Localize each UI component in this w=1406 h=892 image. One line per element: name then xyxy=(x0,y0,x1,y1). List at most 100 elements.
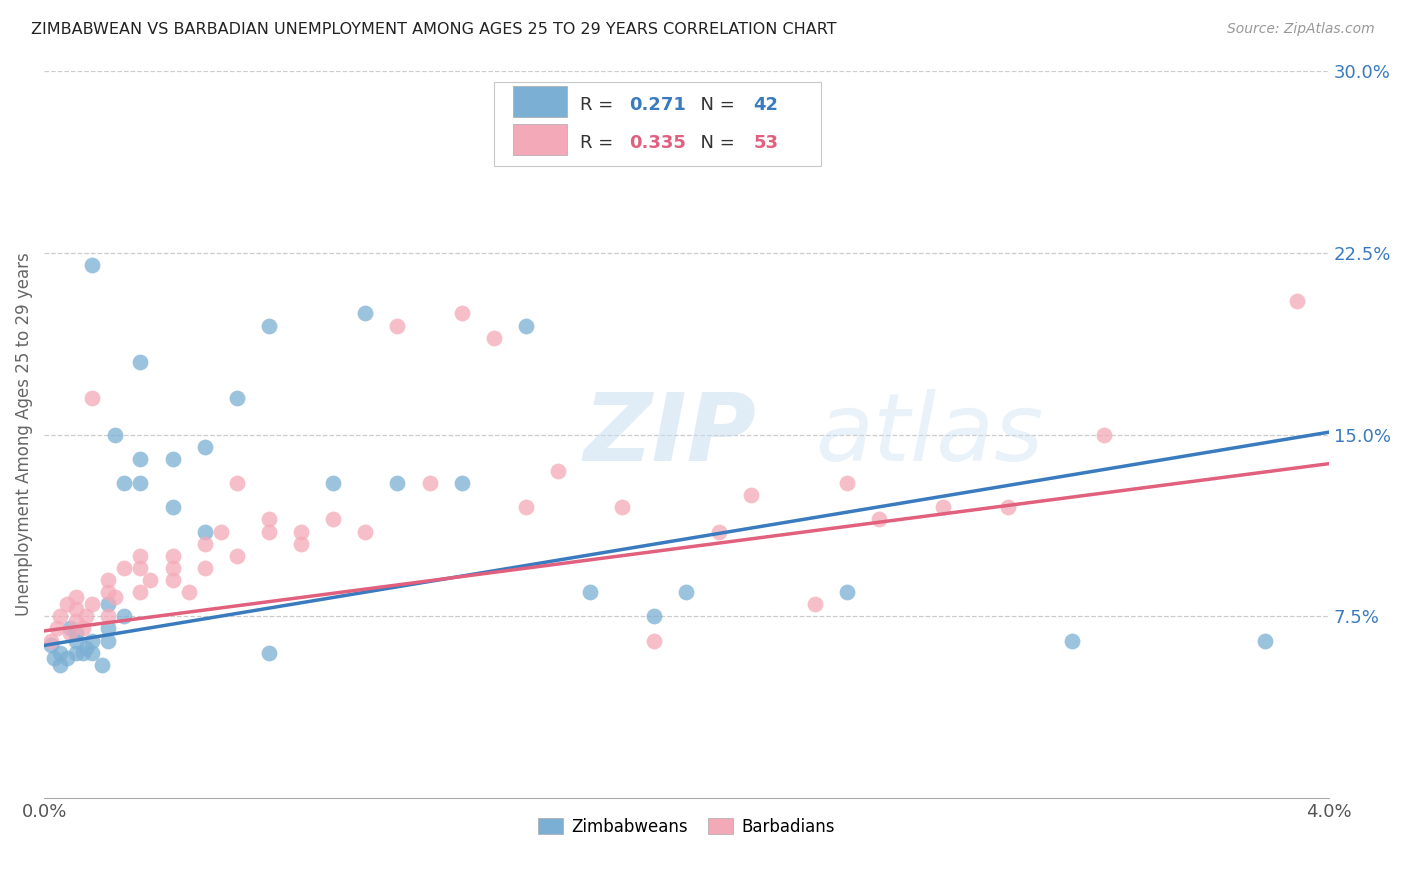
Point xyxy=(97,573,120,587)
Point xyxy=(129,476,152,491)
Text: N =: N = xyxy=(689,95,741,113)
Point xyxy=(804,597,827,611)
Point xyxy=(65,590,87,604)
Point xyxy=(868,512,890,526)
Point xyxy=(97,609,120,624)
Point xyxy=(579,585,602,599)
Text: ZIP: ZIP xyxy=(583,389,756,481)
Legend: Zimbabweans, Barbadians: Zimbabweans, Barbadians xyxy=(530,810,844,845)
Point xyxy=(112,609,135,624)
Point xyxy=(49,646,72,660)
Point xyxy=(59,626,82,640)
Point xyxy=(194,561,217,575)
Text: 0.335: 0.335 xyxy=(628,134,686,152)
FancyBboxPatch shape xyxy=(494,82,821,166)
Point xyxy=(354,306,377,320)
Text: Source: ZipAtlas.com: Source: ZipAtlas.com xyxy=(1227,22,1375,37)
Point xyxy=(104,590,127,604)
Point xyxy=(90,657,112,672)
Point xyxy=(354,524,377,539)
Point xyxy=(75,640,97,655)
Point xyxy=(932,500,955,515)
Point xyxy=(72,622,94,636)
Point xyxy=(59,622,82,636)
Point xyxy=(177,585,200,599)
Point xyxy=(112,561,135,575)
Point xyxy=(322,476,344,491)
Point xyxy=(1092,427,1115,442)
Point xyxy=(257,512,280,526)
Text: 42: 42 xyxy=(754,95,779,113)
Point xyxy=(835,585,858,599)
Point xyxy=(97,633,120,648)
Point xyxy=(612,500,634,515)
Point xyxy=(82,258,104,272)
Point xyxy=(112,476,135,491)
Point xyxy=(482,331,505,345)
Point xyxy=(72,646,94,660)
Point xyxy=(55,650,77,665)
Point xyxy=(515,500,537,515)
Point xyxy=(129,585,152,599)
Point xyxy=(740,488,762,502)
FancyBboxPatch shape xyxy=(513,86,567,117)
Point xyxy=(39,633,62,648)
Point xyxy=(290,524,312,539)
Point xyxy=(39,639,62,653)
Point xyxy=(162,573,184,587)
Point xyxy=(129,355,152,369)
Point xyxy=(997,500,1019,515)
Point xyxy=(104,427,127,442)
Point xyxy=(82,597,104,611)
Point xyxy=(65,646,87,660)
Point xyxy=(46,622,69,636)
Point xyxy=(75,609,97,624)
Point xyxy=(194,440,217,454)
FancyBboxPatch shape xyxy=(513,124,567,154)
Point xyxy=(65,614,87,628)
Text: N =: N = xyxy=(689,134,741,152)
Point xyxy=(1060,633,1083,648)
Point xyxy=(257,646,280,660)
Point xyxy=(257,318,280,333)
Point xyxy=(129,561,152,575)
Point xyxy=(643,609,665,624)
Point xyxy=(65,602,87,616)
Point xyxy=(42,650,65,665)
Point xyxy=(49,657,72,672)
Point xyxy=(225,549,247,563)
Point xyxy=(322,512,344,526)
Point xyxy=(162,500,184,515)
Point xyxy=(547,464,569,478)
Point xyxy=(49,609,72,624)
Point xyxy=(97,622,120,636)
Point xyxy=(675,585,697,599)
Point xyxy=(387,476,409,491)
Point xyxy=(225,391,247,405)
Text: atlas: atlas xyxy=(815,389,1043,480)
Point xyxy=(194,536,217,550)
Text: ZIMBABWEAN VS BARBADIAN UNEMPLOYMENT AMONG AGES 25 TO 29 YEARS CORRELATION CHART: ZIMBABWEAN VS BARBADIAN UNEMPLOYMENT AMO… xyxy=(31,22,837,37)
Point xyxy=(129,549,152,563)
Point xyxy=(257,524,280,539)
Point xyxy=(82,646,104,660)
Text: 0.271: 0.271 xyxy=(628,95,686,113)
Point xyxy=(225,476,247,491)
Point xyxy=(162,561,184,575)
Point xyxy=(450,476,472,491)
Point xyxy=(290,536,312,550)
Point xyxy=(65,626,87,640)
Point xyxy=(162,451,184,466)
Point xyxy=(82,633,104,648)
Point xyxy=(209,524,232,539)
Point xyxy=(835,476,858,491)
Point xyxy=(139,573,162,587)
Point xyxy=(97,585,120,599)
Point xyxy=(387,318,409,333)
Point xyxy=(1253,633,1275,648)
Point xyxy=(450,306,472,320)
Point xyxy=(194,524,217,539)
Point xyxy=(97,597,120,611)
Point xyxy=(65,633,87,648)
Point xyxy=(643,633,665,648)
